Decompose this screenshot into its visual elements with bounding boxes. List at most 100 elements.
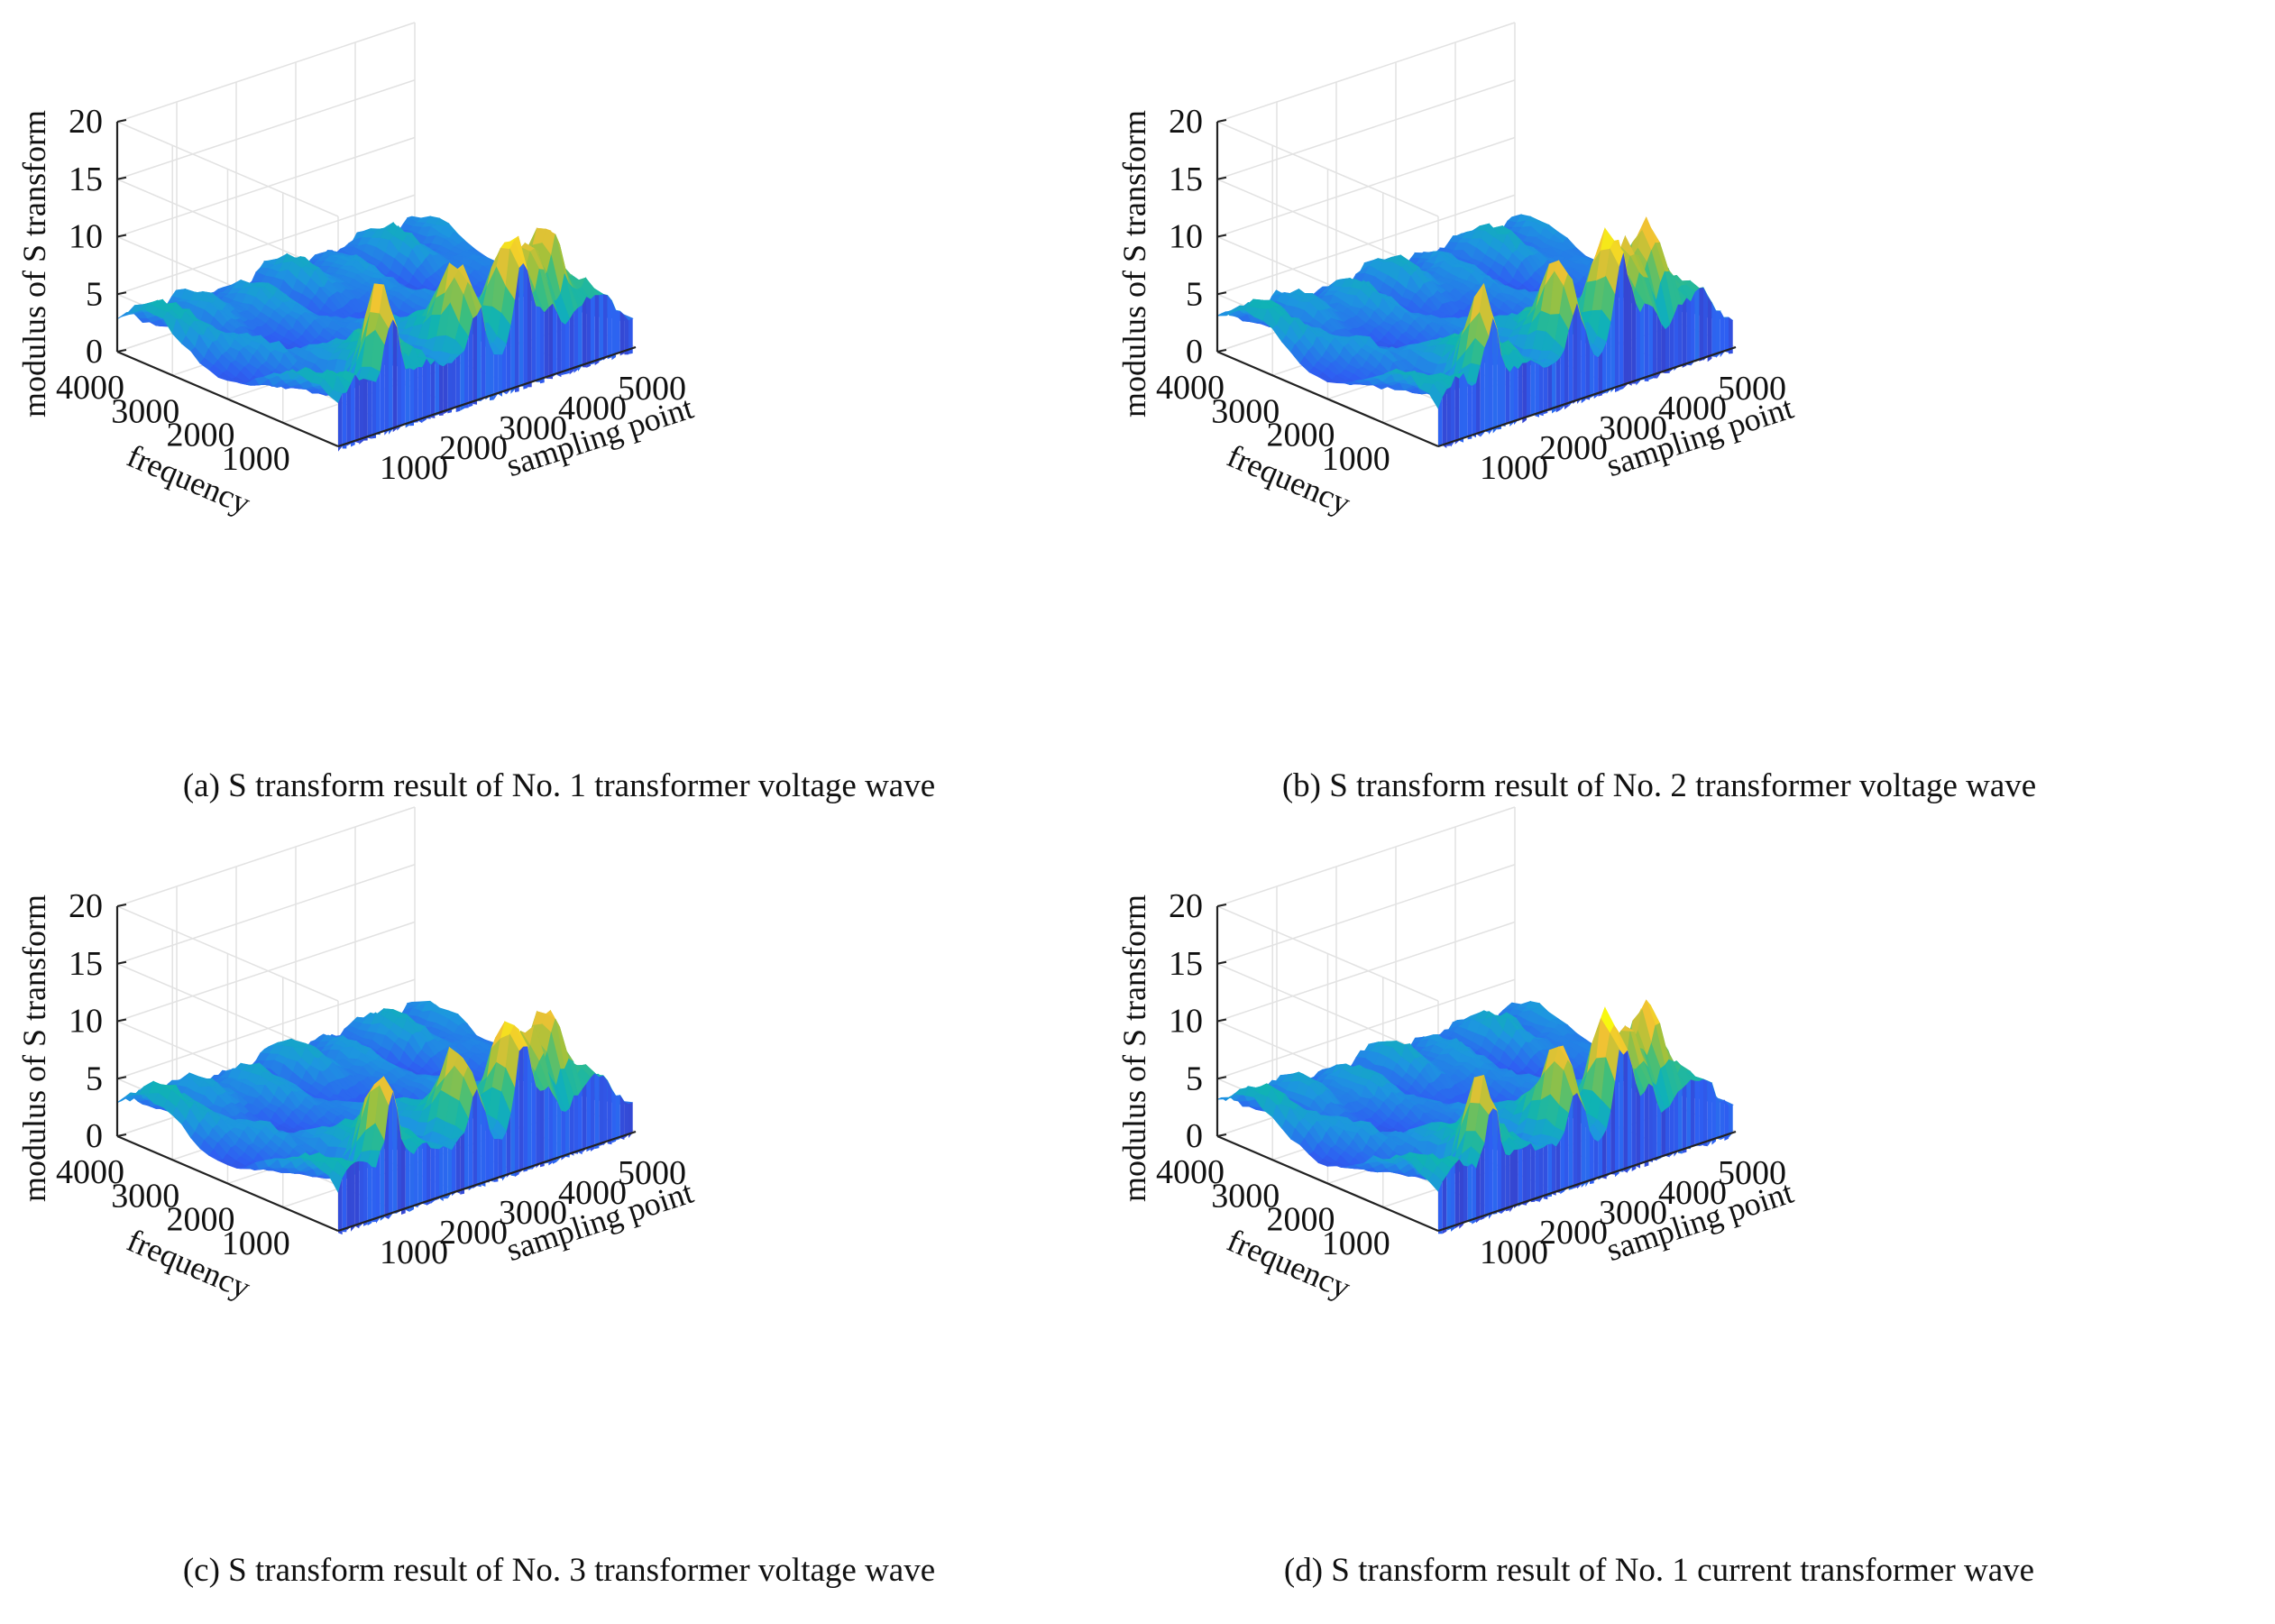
edge-patch (1602, 342, 1607, 394)
edge-patch (1564, 330, 1569, 410)
x-tick-label: 4000 (558, 390, 627, 427)
edge-patch (1442, 389, 1447, 448)
x-tick-label: 3000 (499, 409, 567, 447)
edge-patch (1505, 366, 1510, 425)
edge-patch (380, 344, 385, 433)
x-tick-label: 2000 (439, 429, 508, 467)
edge-patch (548, 303, 553, 380)
edge-patch (591, 295, 595, 365)
edge-patch (515, 268, 519, 392)
edge-patch (1711, 302, 1716, 357)
gridline-z (116, 22, 416, 123)
edge-patch (1678, 304, 1683, 367)
edge-patch (1497, 329, 1501, 430)
edge-patch (401, 352, 406, 427)
z-axis-label: modulus of S transform (16, 110, 52, 417)
z-tick-mark (1216, 176, 1227, 180)
panel-b: 0 5 10 15 20 1000 2000 3000 4000 1000 2000 3000 4000… (1116, 22, 2200, 804)
x-tick-label: 2000 (1539, 429, 1608, 467)
y-tick-label: 3000 (1211, 392, 1280, 430)
edge-patch (1656, 314, 1662, 379)
edge-patch (1694, 288, 1700, 362)
edge-patch (452, 358, 456, 410)
edge-patch (502, 344, 507, 395)
edge-patch (599, 294, 603, 362)
edge-patch (1539, 364, 1544, 417)
z-tick-mark (116, 119, 127, 123)
panel-a: 0 5 10 15 20 1000 2000 3000 4000 1000 2000 3000 4000… (16, 22, 1100, 804)
edge-patch (561, 321, 565, 376)
edge-patch (447, 362, 452, 414)
z-tick-label: 5 (86, 275, 103, 313)
z-tick-mark (116, 291, 127, 296)
edge-patch (354, 374, 360, 444)
edge-patch (485, 331, 490, 400)
edge-patch (439, 364, 444, 416)
edge-patch (414, 367, 418, 423)
edge-patch (1619, 252, 1624, 390)
caption-a: (a) S transform result of No. 1 transfor… (182, 767, 936, 804)
z-axis-label: modulus of S transform (1116, 110, 1152, 417)
edge-patch (1480, 347, 1485, 437)
caption-b: (b) S transform result of No. 2 transfor… (1281, 767, 2037, 804)
edge-patch (464, 336, 469, 408)
z-tick-label: 10 (69, 218, 103, 256)
z-tick-mark (116, 176, 127, 180)
gridline-z (1216, 194, 1516, 295)
edge-patch (1467, 383, 1472, 440)
edge-patch (540, 307, 545, 384)
edge-patch (490, 344, 494, 401)
edge-patch (1606, 322, 1611, 394)
gridline-z (116, 136, 416, 238)
edge-patch (573, 307, 578, 373)
edge-patch (1530, 360, 1536, 416)
edge-patch (351, 374, 355, 447)
edge-patch (544, 307, 549, 380)
edge-patch (468, 318, 473, 408)
edge-patch (372, 381, 376, 439)
edge-patch (1729, 317, 1733, 354)
z-tick-mark (1216, 234, 1227, 238)
edge-patch (1543, 367, 1548, 415)
gridline-z (116, 864, 416, 965)
edge-patch (603, 294, 608, 361)
edge-patch (607, 295, 612, 360)
z-tick-label: 20 (1169, 103, 1203, 141)
edge-patch (342, 392, 347, 449)
edge-patch (523, 262, 527, 390)
gridline-z (116, 79, 416, 180)
edge-patch (1518, 362, 1523, 422)
edge-patch (1707, 295, 1712, 362)
surface-plot-c: 0510152010002000300040001000200030004000… (16, 806, 698, 1306)
y-tick-label: 1000 (1322, 440, 1390, 478)
edge-patch (1590, 344, 1594, 399)
edge-patch (389, 319, 393, 435)
edge-patch (1653, 307, 1657, 379)
gridline-z (116, 806, 416, 907)
edge-patch (1720, 310, 1725, 358)
edge-patch (384, 328, 389, 436)
z-tick-label: 15 (1169, 161, 1203, 198)
z-tick-mark (1216, 349, 1227, 353)
edge-patch (472, 315, 477, 405)
edge-patch (1555, 357, 1561, 413)
edge-patch (531, 290, 537, 382)
gridline-z (1216, 79, 1516, 180)
surface-patch (1428, 383, 1444, 409)
edge-patch (1509, 365, 1514, 427)
edge-patch (1610, 295, 1615, 393)
edge-patch (338, 393, 343, 452)
edge-patch (624, 315, 628, 355)
edge-patch (1527, 360, 1531, 417)
z-tick-label: 0 (86, 333, 103, 371)
edge-patch (430, 360, 436, 418)
x-tick-label: 1000 (1480, 449, 1548, 487)
edge-patch (1560, 349, 1564, 411)
edge-patch (582, 297, 587, 368)
edge-patch (397, 327, 401, 431)
edge-patch (1438, 397, 1443, 447)
y-tick-label: 4000 (56, 369, 124, 407)
z-tick-label: 0 (1186, 333, 1203, 371)
y-tick-label: 2000 (1267, 417, 1335, 454)
